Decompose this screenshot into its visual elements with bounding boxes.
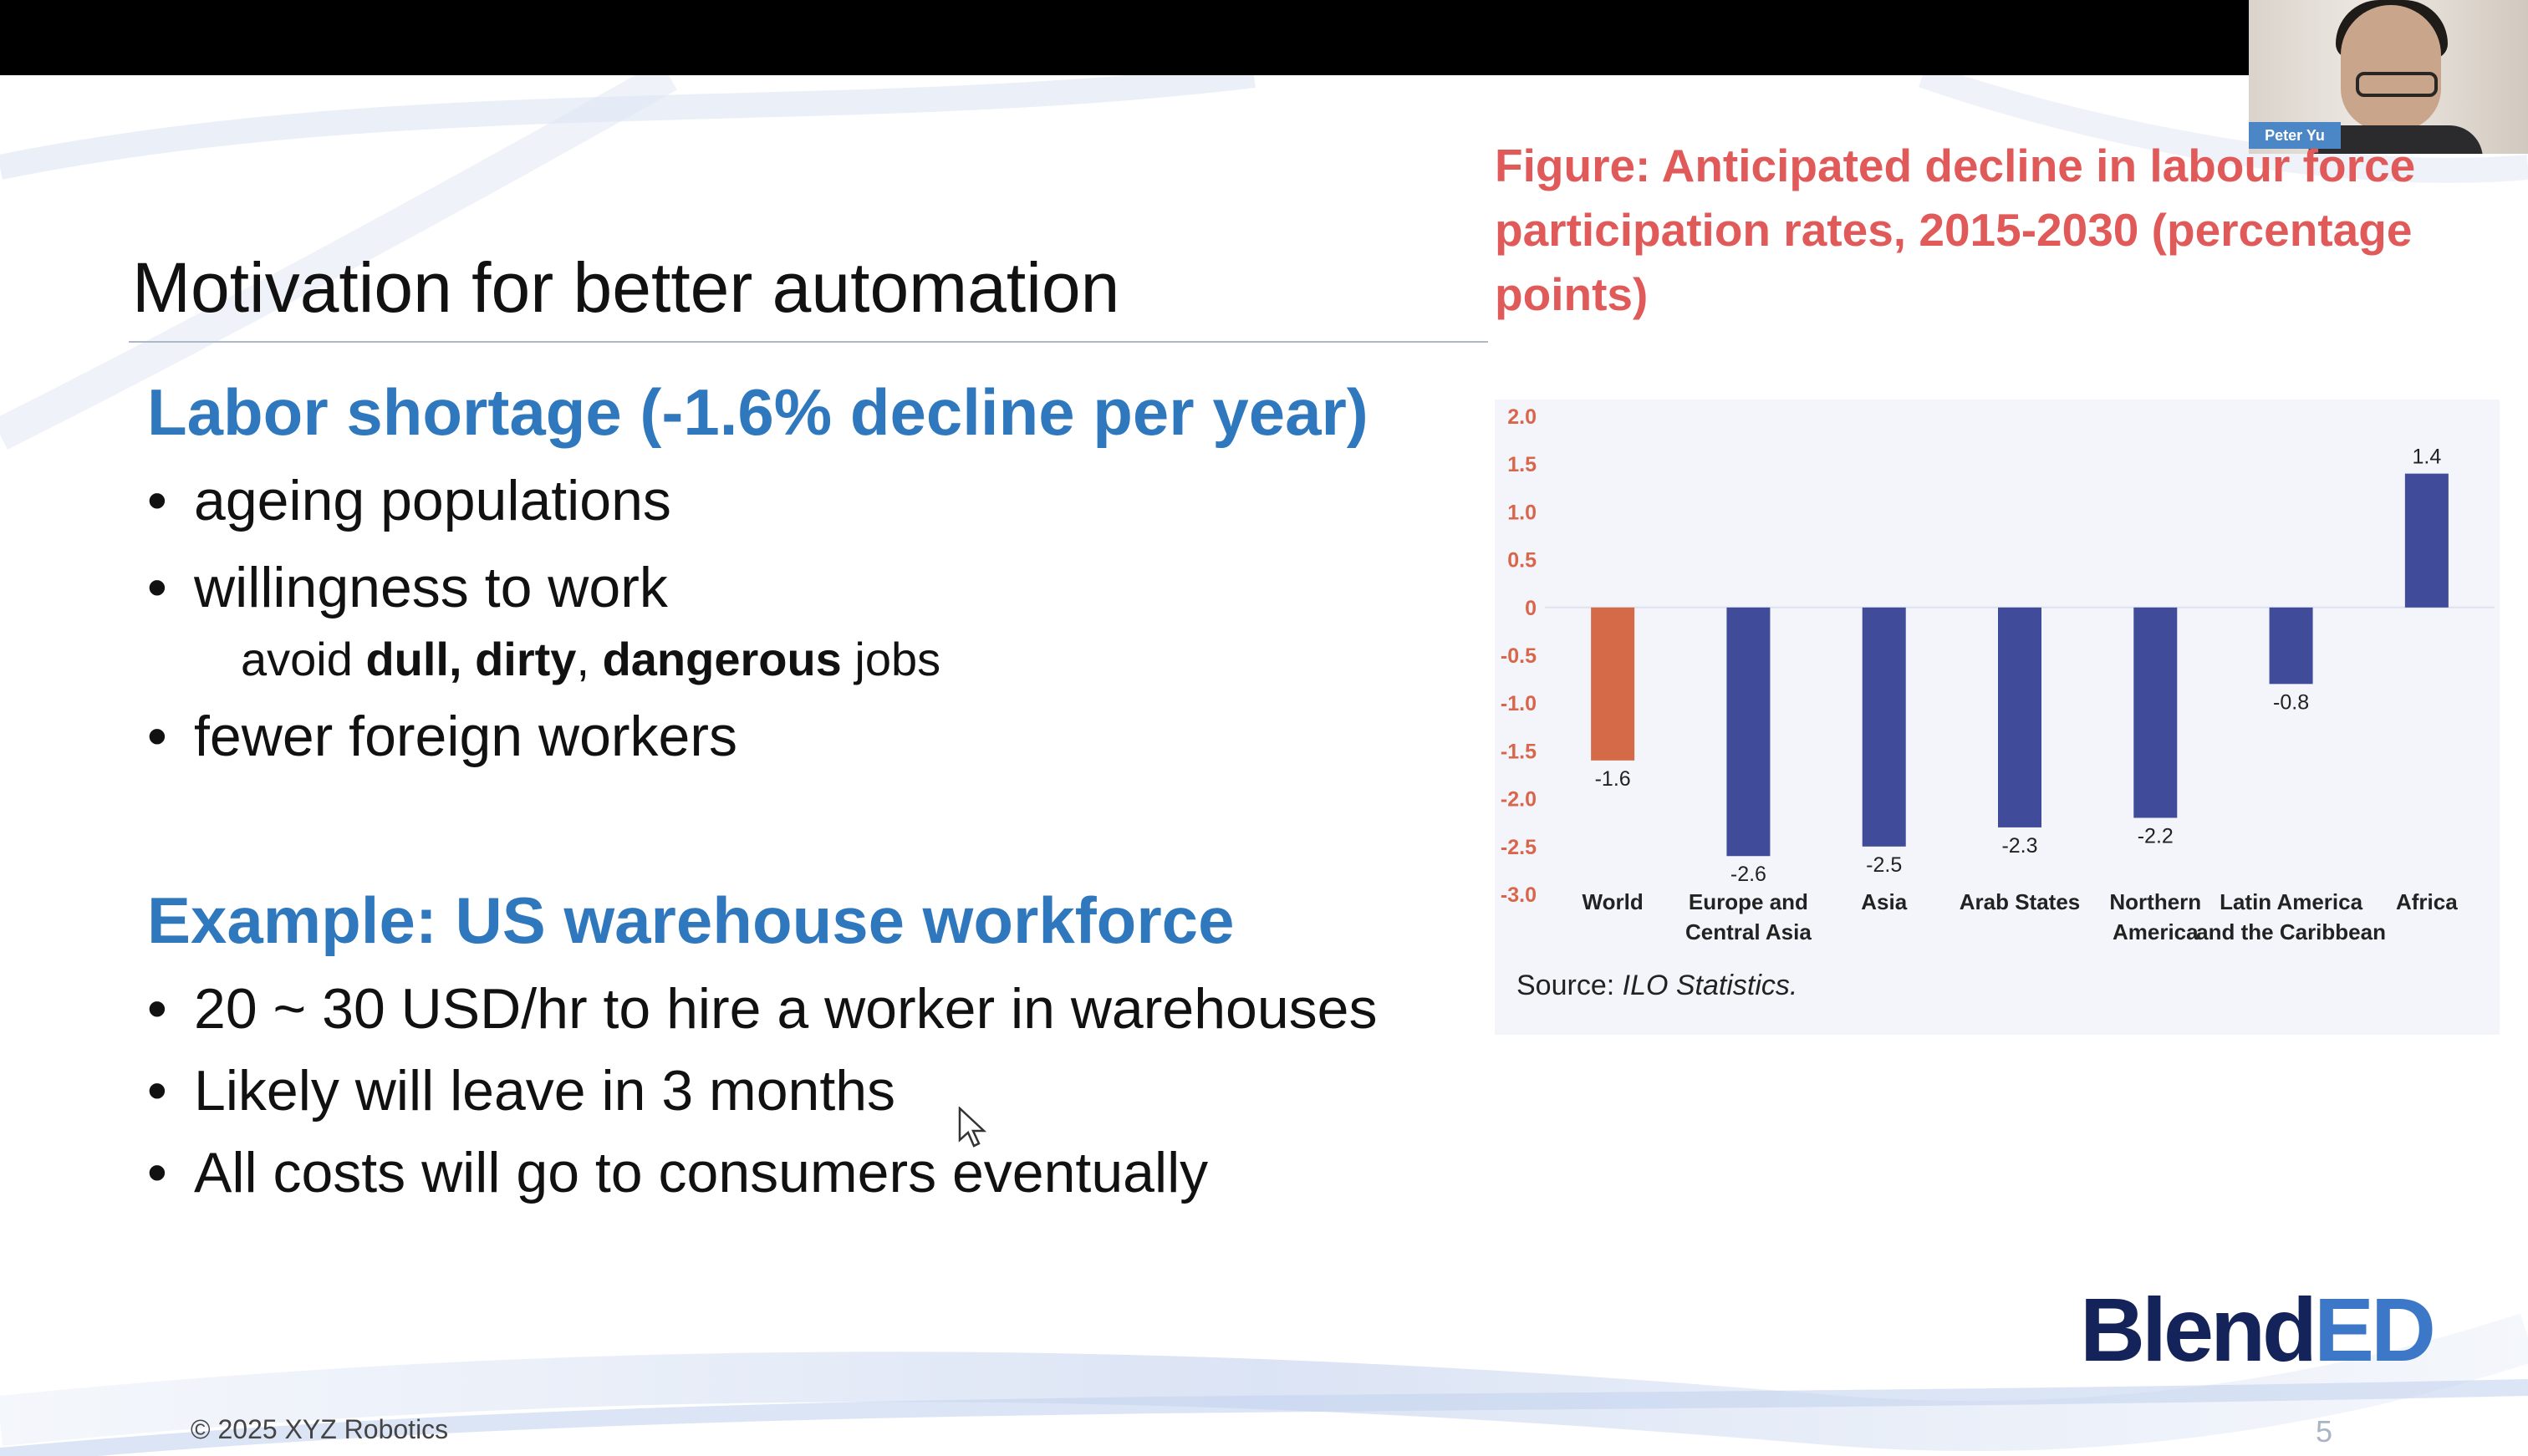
- y-tick-label: -3.0: [1501, 883, 1537, 907]
- title-divider: [129, 341, 1488, 343]
- x-category-label: and the Caribbean: [2196, 919, 2386, 944]
- meeting-top-bar: [0, 0, 2528, 75]
- slide-title: Motivation for better automation: [132, 248, 1120, 327]
- y-tick-label: 1.5: [1507, 453, 1537, 476]
- sub-bold-text: dangerous: [602, 633, 842, 685]
- mouse-cursor-icon: [958, 1107, 986, 1148]
- y-tick-label: -0.5: [1501, 644, 1537, 668]
- y-tick-label: 1.0: [1507, 501, 1537, 524]
- chart-bar: [2404, 473, 2449, 608]
- data-label: -2.2: [2138, 824, 2174, 848]
- x-category-label: America: [2113, 919, 2199, 944]
- labour-participation-bar-chart: 2.0 1.5 1.0 0.5 0 -0.5 -1.0 -1.5 -2.0 -2.5 -3.0 -1.…: [1501, 405, 2495, 944]
- slide-footer-copyright: © 2025 XYZ Robotics: [191, 1414, 449, 1444]
- sub-text: jobs: [841, 633, 941, 685]
- data-label: -2.5: [1866, 853, 1902, 877]
- logo-part-blend: Blend: [2080, 1279, 2317, 1380]
- blended-logo: BlendED: [2080, 1277, 2436, 1382]
- chart-bar: [2269, 607, 2313, 685]
- bullet-item: ageing populations: [147, 468, 671, 533]
- chart-bar: [1998, 607, 2041, 827]
- y-tick-label: -1.5: [1501, 740, 1537, 763]
- participant-video-tile[interactable]: [2249, 0, 2528, 154]
- section-heading-warehouse: Example: US warehouse workforce: [147, 883, 1235, 957]
- y-tick-label: 2.0: [1507, 405, 1537, 429]
- bullet-item: Likely will leave in 3 months: [147, 1058, 895, 1123]
- bullet-item: All costs will go to consumers eventuall…: [147, 1140, 1208, 1205]
- video-person-face: [2341, 5, 2441, 130]
- section-heading-labor-shortage: Labor shortage (-1.6% decline per year): [147, 375, 1368, 449]
- data-label: -2.3: [2001, 834, 2037, 858]
- y-tick-label: -2.5: [1501, 836, 1537, 859]
- x-category-label: Northern: [2109, 889, 2201, 914]
- x-category-label: Africa: [2396, 889, 2458, 914]
- video-person-glasses: [2356, 72, 2438, 97]
- bullet-item: fewer foreign workers: [147, 704, 737, 769]
- logo-part-ed: ED: [2314, 1279, 2436, 1380]
- data-label: 1.4: [2412, 445, 2441, 469]
- participant-name-tag: Peter Yu: [2249, 122, 2341, 149]
- figure-caption: Figure: Anticipated decline in labour fo…: [1495, 140, 2416, 320]
- sub-text: avoid: [241, 633, 366, 685]
- chart-panel: [1495, 400, 2500, 1035]
- chart-bar: [1726, 607, 1771, 857]
- y-tick-label: -1.0: [1501, 692, 1537, 715]
- x-category-label: Europe and: [1689, 889, 1808, 914]
- x-category-label: Arab States: [1960, 889, 2081, 914]
- sub-bold-text: dull, dirty: [365, 633, 577, 685]
- x-category-label: World: [1583, 889, 1644, 914]
- source-name: ILO Statistics.: [1622, 970, 1798, 1001]
- chart-source: Source: ILO Statistics.: [1516, 970, 1797, 1002]
- data-label: -2.6: [1730, 863, 1766, 886]
- x-category-label: Central Asia: [1685, 919, 1812, 944]
- y-tick-label: 0.5: [1507, 549, 1537, 573]
- chart-bar: [2133, 607, 2178, 818]
- sub-text: ,: [576, 633, 603, 685]
- bullet-item: willingness to work: [147, 555, 668, 620]
- chart-bar: [1862, 607, 1906, 847]
- slide-page-number: 5: [2316, 1414, 2333, 1448]
- y-tick-label: -2.0: [1501, 788, 1537, 812]
- x-category-label: Latin America: [2220, 889, 2363, 914]
- chart-bar: [1591, 607, 1635, 761]
- sub-bullet-avoid-jobs: avoid dull, dirty, dangerous jobs: [241, 632, 940, 686]
- source-label: Source:: [1516, 970, 1623, 1001]
- data-label: -0.8: [2273, 690, 2309, 714]
- x-category-label: Asia: [1861, 889, 1907, 914]
- y-tick-label: 0: [1525, 597, 1537, 620]
- data-label: -1.6: [1595, 767, 1631, 791]
- bullet-item: 20 ~ 30 USD/hr to hire a worker in wareh…: [147, 976, 1377, 1041]
